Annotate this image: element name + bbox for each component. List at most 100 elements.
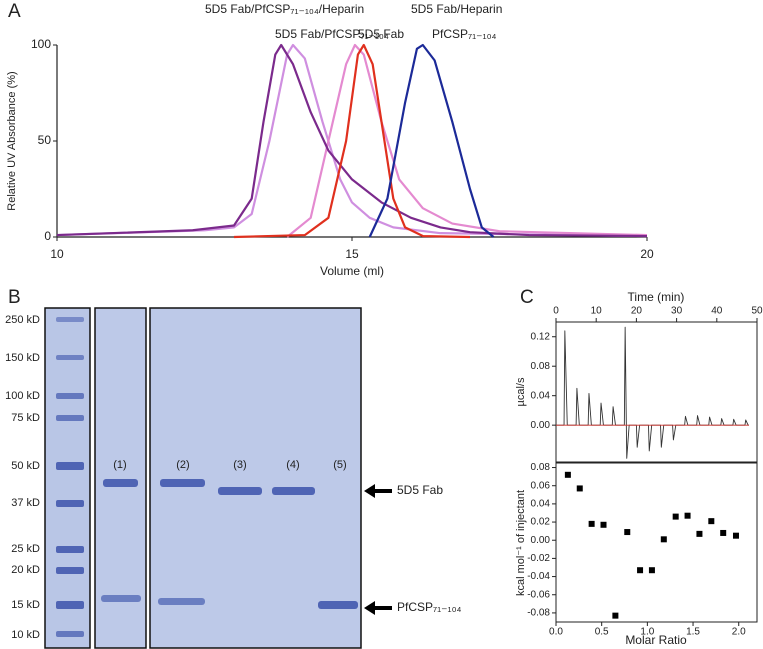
legend-entry: 5D5 Fab/Heparin: [411, 2, 502, 16]
x-tick-label: 1.0: [640, 627, 654, 638]
band: [218, 487, 262, 495]
y-tick-label: 0.02: [531, 517, 551, 528]
x-tick-label: 10: [591, 306, 603, 317]
scatter-point: [588, 520, 595, 527]
band: [56, 317, 84, 322]
lane-label: (1): [113, 459, 126, 471]
y-tick-label: 100: [31, 37, 51, 51]
x-tick-label: 20: [640, 247, 654, 261]
scatter-point: [600, 521, 607, 528]
data-line: [233, 43, 471, 239]
band: [56, 546, 84, 553]
legend-entry: 5D5 Fab/PfCSP₇₁₋₁₀₄: [275, 27, 389, 41]
gel-lane-box: [94, 307, 147, 649]
x-tick-label: 0.0: [549, 627, 563, 638]
x-tick-label: 2.0: [732, 627, 746, 638]
band-annotation: 5D5 Fab: [397, 483, 443, 497]
plot-frame: [555, 462, 758, 623]
band: [160, 479, 205, 487]
x-tick-label: 40: [711, 306, 723, 317]
x-tick-label: 10: [50, 247, 64, 261]
legend-entry: PfCSP₇₁₋₁₀₄: [432, 27, 497, 41]
arrow-head: [364, 601, 375, 615]
band: [158, 598, 205, 605]
band: [56, 631, 84, 637]
lane-label: (2): [176, 459, 189, 471]
y-tick-label: 0.04: [531, 499, 551, 510]
plot-frame: [555, 321, 758, 463]
y-tick-label: 0.08: [531, 361, 551, 372]
lane-label: (5): [333, 459, 346, 471]
scatter-point: [637, 567, 644, 574]
x-axis-title: Molar Ratio: [625, 633, 687, 647]
panel-label: B: [8, 287, 21, 308]
legend-entry: 5D5 Fab: [358, 27, 404, 41]
scatter-point: [672, 513, 679, 520]
scatter-point: [660, 536, 667, 543]
gel-bands: [56, 317, 358, 637]
y-tick-label: 0.00: [531, 535, 551, 546]
marker-label: 150 kD: [5, 352, 40, 364]
y-tick-label: -0.02: [527, 553, 550, 564]
band: [318, 601, 358, 609]
y-tick-label: -0.08: [527, 608, 550, 619]
scatter-point: [648, 567, 655, 574]
band-annotation: PfCSP₇₁₋₁₀₄: [397, 600, 462, 614]
scatter-point: [708, 518, 715, 525]
scatter-point: [696, 530, 703, 537]
arrow-head: [364, 484, 375, 498]
scatter-point: [732, 532, 739, 539]
band: [56, 500, 84, 507]
y-tick-label: 0.08: [531, 462, 551, 473]
y-tick-label: -0.06: [527, 589, 550, 600]
y-axis-title: µcal/s: [515, 377, 527, 406]
band: [56, 355, 84, 360]
legend-entry: 5D5 Fab/PfCSP₇₁₋₁₀₄/Heparin: [205, 2, 364, 16]
marker-label: 20 kD: [11, 564, 40, 576]
lane-label: (4): [286, 459, 299, 471]
x-tick-label: 50: [751, 306, 763, 317]
data-line: [556, 326, 749, 459]
marker-label: 250 kD: [5, 314, 40, 326]
marker-label: 37 kD: [11, 497, 40, 509]
y-tick-label: 0.04: [531, 390, 551, 401]
y-tick-label: -0.04: [527, 571, 550, 582]
marker-label: 50 kD: [11, 460, 40, 472]
band: [56, 393, 84, 399]
gel-arrows: [364, 484, 392, 615]
scatter-point: [564, 471, 571, 478]
y-tick-label: 0: [44, 229, 51, 243]
x-tick-label: 0.5: [595, 627, 609, 638]
gel-lane-box: [149, 307, 362, 649]
y-tick-label: 50: [38, 133, 52, 147]
band: [101, 595, 141, 602]
x-tick-label: 20: [631, 306, 643, 317]
scatter-point: [684, 512, 691, 519]
panel-label: A: [8, 1, 21, 22]
scatter-point: [720, 529, 727, 536]
marker-label: 15 kD: [11, 599, 40, 611]
marker-label: 25 kD: [11, 543, 40, 555]
y-axis-title: Relative UV Absorbance (%): [6, 71, 18, 210]
x-axis-title: Time (min): [628, 290, 685, 304]
band: [103, 479, 138, 487]
y-tick-label: 0.06: [531, 480, 551, 491]
band: [56, 601, 84, 609]
x-tick-label: 0: [553, 306, 559, 317]
scatter-point: [576, 485, 583, 492]
data-line: [56, 43, 648, 238]
scatter-point: [612, 612, 619, 619]
gel: B 250 kD 150 kD 100 kD 75 kD 50 kD 37 kD…: [5, 287, 462, 649]
y-axis-title: kcal mol⁻¹ of injectant: [515, 490, 527, 596]
scatter-point: [624, 529, 631, 536]
band: [56, 462, 84, 470]
band: [56, 567, 84, 574]
panel-label: C: [520, 287, 534, 308]
x-axis-title: Volume (ml): [320, 264, 384, 278]
data-line: [286, 43, 648, 238]
x-tick-label: 1.5: [686, 627, 700, 638]
data-line: [368, 43, 495, 238]
band: [56, 415, 84, 421]
marker-label: 10 kD: [11, 629, 40, 641]
